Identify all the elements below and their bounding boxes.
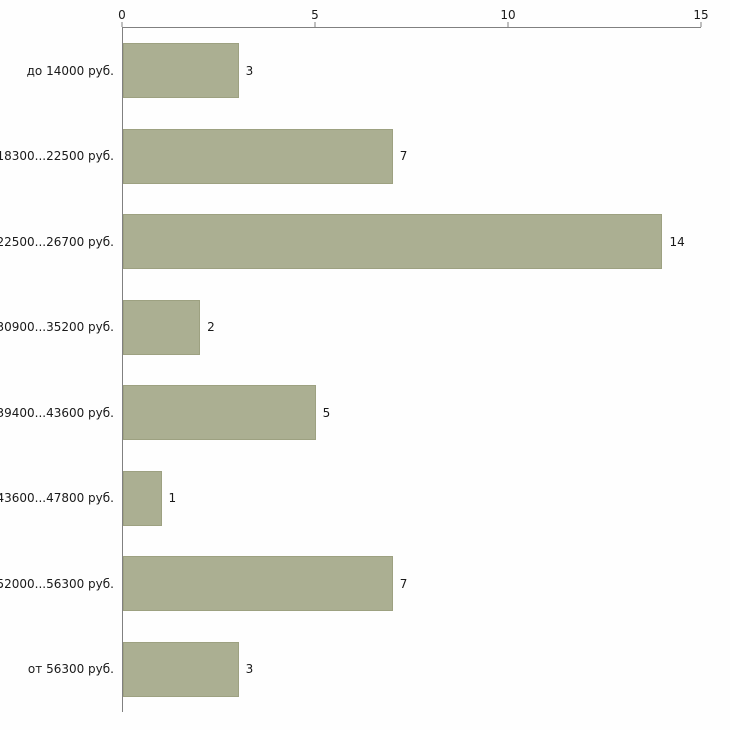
bar-row: 5	[123, 370, 701, 456]
bar-row: 2	[123, 285, 701, 371]
category-label: 43600...47800 руб.	[0, 491, 114, 506]
category-label: 22500...26700 руб.	[0, 234, 114, 249]
value-label: 5	[322, 405, 331, 420]
category-label: 39400...43600 руб.	[0, 405, 114, 420]
value-label: 3	[245, 63, 254, 78]
value-label: 7	[399, 576, 408, 591]
bar-row: 14	[123, 199, 701, 285]
x-axis-line	[122, 27, 701, 28]
bar	[123, 385, 316, 441]
value-label: 2	[207, 320, 215, 335]
value-label: 14	[669, 234, 685, 249]
x-tick-mark	[314, 22, 316, 27]
bar	[123, 128, 393, 184]
bar-row: 7	[123, 541, 701, 627]
bar	[123, 43, 239, 99]
category-label: от 56300 руб.	[27, 662, 114, 677]
bar-row: 3	[123, 627, 701, 713]
value-label: 7	[399, 149, 408, 164]
value-label: 3	[245, 662, 254, 677]
bar	[123, 299, 201, 355]
y-axis-line	[122, 27, 123, 712]
bar-row: 7	[123, 114, 701, 200]
x-axis-ticks: 0 5 10 15	[118, 0, 709, 27]
x-tick-mark	[507, 22, 509, 27]
bar	[123, 214, 663, 270]
x-tick-label: 10	[500, 8, 516, 22]
bar	[123, 556, 393, 612]
y-axis-category-labels: до 14000 руб. 18300...22500 руб. 22500...2…	[0, 28, 117, 712]
value-label: 1	[168, 491, 177, 506]
x-tick-mark	[121, 22, 123, 27]
bar-row: 3	[123, 28, 701, 114]
bar-row: 1	[123, 456, 701, 542]
bar	[123, 641, 239, 697]
category-label: 52000...56300 руб.	[0, 576, 114, 591]
bar-rows: 3 7 14 2 5 1 7 3	[123, 28, 701, 712]
category-label: 18300...22500 руб.	[0, 149, 114, 164]
x-tick-label: 5	[311, 8, 319, 22]
bar	[123, 470, 162, 526]
category-label: до 14000 руб.	[26, 63, 114, 78]
x-tick-label: 15	[693, 8, 709, 22]
category-label: 30900...35200 руб.	[0, 320, 114, 335]
x-tick-label: 0	[118, 8, 126, 22]
x-tick-mark	[700, 22, 702, 27]
